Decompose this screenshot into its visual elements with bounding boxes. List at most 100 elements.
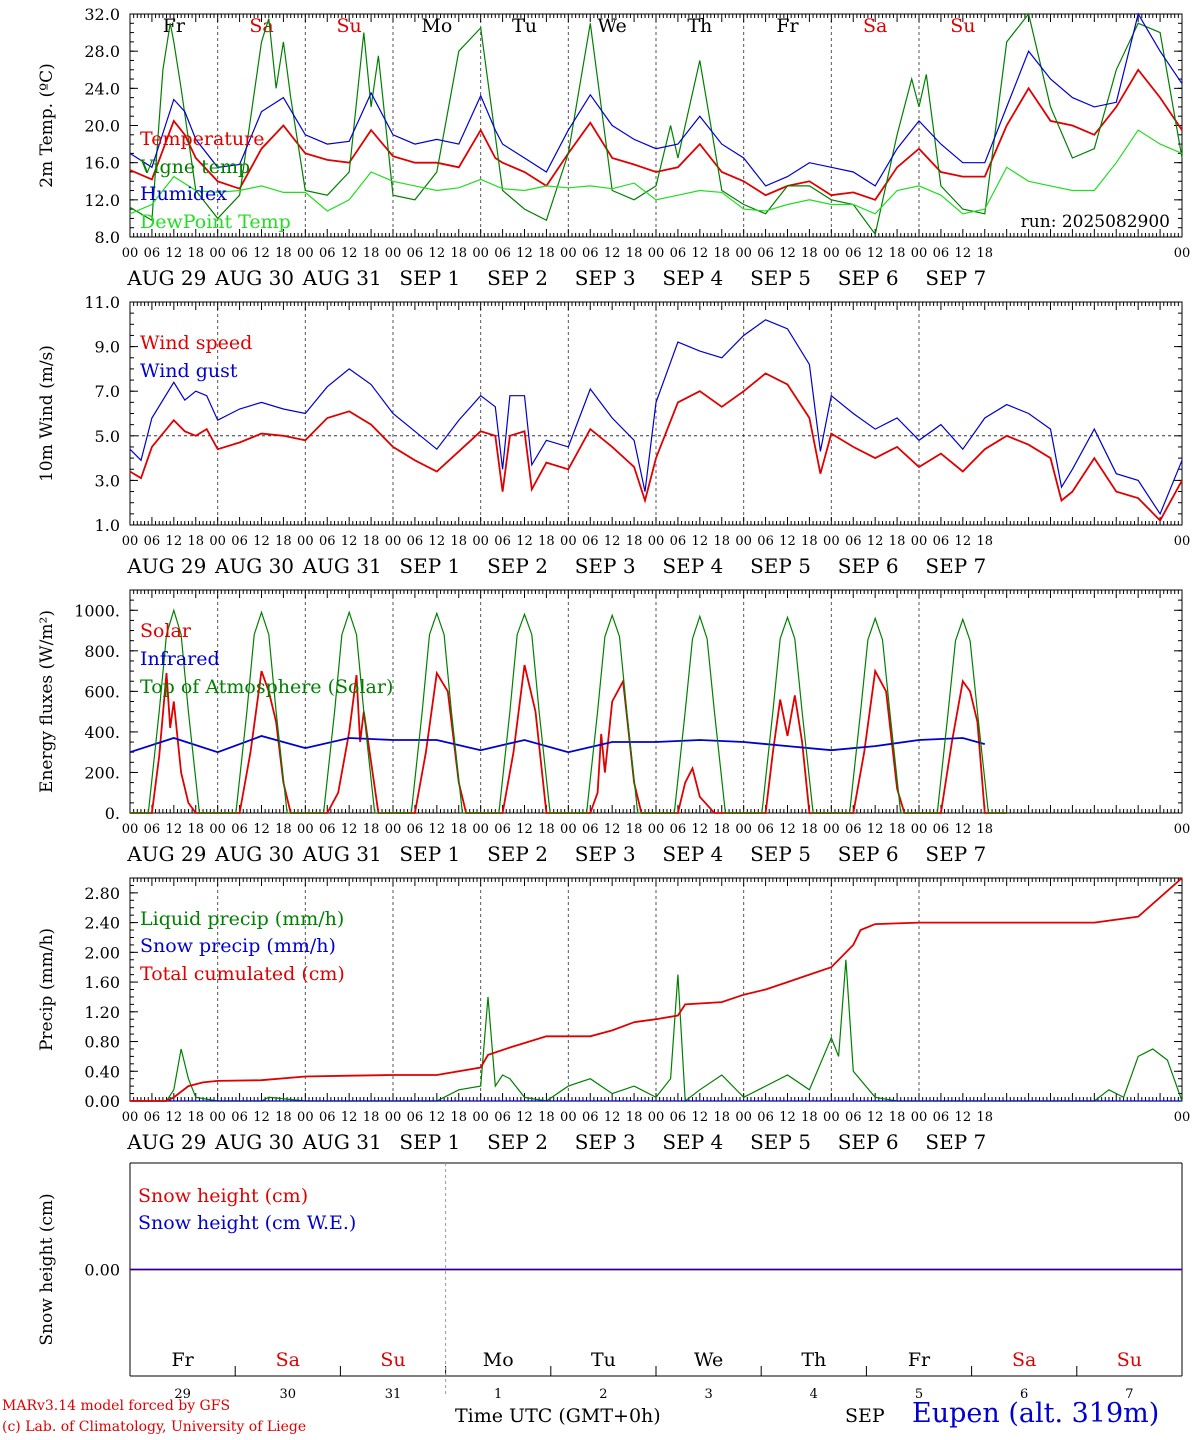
snow-weekday-label: We [694, 1349, 723, 1371]
x-hour-label: 00 [209, 534, 226, 549]
snow-weekday-label: Th [801, 1349, 826, 1371]
x-hour-label: 00 [823, 534, 840, 549]
x-hour-label: 00 [648, 246, 665, 261]
x-hour-label: 06 [757, 1110, 774, 1125]
legend-snow-0: Snow height (cm) [138, 1185, 308, 1207]
x-date-label: SEP 7 [925, 1130, 986, 1154]
x-hour-label: 00 [735, 822, 752, 837]
x-hour-label: 12 [516, 1110, 533, 1125]
y-tick-label: 20.0 [84, 117, 120, 136]
x-date-label: SEP 1 [399, 266, 460, 290]
x-hour-label: 18 [363, 822, 380, 837]
x-hour-label: 00 [1174, 822, 1191, 837]
x-date-label: SEP 7 [925, 266, 986, 290]
series-line-wind-1 [129, 319, 1183, 516]
x-hour-label: 00 [735, 1110, 752, 1125]
legend-precip-1: Snow precip (mm/h) [140, 935, 336, 957]
snow-day-number: 7 [1125, 1387, 1133, 1402]
snow-day-number: 2 [599, 1387, 607, 1402]
x-hour-label: 00 [648, 534, 665, 549]
legend-precip-2: Total cumulated (cm) [140, 963, 345, 985]
x-hour-label: 12 [867, 534, 884, 549]
x-date-label: SEP 6 [838, 554, 899, 578]
x-hour-label: 06 [407, 822, 424, 837]
x-hour-label: 12 [166, 534, 183, 549]
snow-weekday-label: Fr [171, 1349, 194, 1371]
legend-precip-0: Liquid precip (mm/h) [140, 908, 344, 930]
y-tick-label: 0.00 [84, 1092, 120, 1111]
x-hour-label: 18 [450, 1110, 467, 1125]
weekday-label: We [598, 15, 627, 37]
x-hour-label: 18 [450, 246, 467, 261]
x-hour-label: 18 [713, 246, 730, 261]
legend-temp-3: DewPoint Temp [140, 211, 291, 233]
snow-day-number: 3 [704, 1387, 712, 1402]
x-date-label: SEP 2 [487, 1130, 548, 1154]
snow-day-number: 6 [1020, 1387, 1028, 1402]
x-hour-label: 18 [976, 822, 993, 837]
x-hour-label: 00 [911, 1110, 928, 1125]
y-tick-label: 28.0 [84, 42, 120, 61]
x-hour-label: 06 [582, 822, 599, 837]
x-hour-label: 12 [692, 1110, 709, 1125]
x-hour-label: 12 [341, 246, 358, 261]
x-hour-label: 18 [889, 822, 906, 837]
x-date-label: SEP 1 [399, 554, 460, 578]
y-tick-label: 1000. [74, 601, 120, 620]
x-date-label: SEP 3 [575, 1130, 636, 1154]
x-hour-label: 06 [231, 1110, 248, 1125]
x-hour-label: 00 [385, 534, 402, 549]
x-hour-label: 06 [144, 534, 161, 549]
x-hour-label: 12 [692, 822, 709, 837]
legend-temp-0: Temperature [140, 128, 264, 150]
x-hour-label: 06 [757, 534, 774, 549]
y-axis-label: 10m Wind (m/s) [37, 345, 57, 482]
snow-day-number: 4 [810, 1387, 818, 1402]
location-label: Eupen (alt. 319m) [912, 1398, 1160, 1429]
x-hour-label: 00 [911, 246, 928, 261]
x-hour-label: 18 [450, 534, 467, 549]
panel-frame-temp [129, 13, 1183, 238]
series-line-temp-1 [129, 12, 1183, 236]
y-tick-label: 11.0 [84, 293, 120, 312]
x-hour-label: 18 [626, 822, 643, 837]
y-tick-label: 2.80 [84, 884, 120, 903]
x-hour-label: 06 [933, 1110, 950, 1125]
y-tick-label: 1.60 [84, 973, 120, 992]
x-date-label: AUG 29 [126, 554, 206, 578]
x-date-label: SEP 4 [662, 842, 723, 866]
legend-temp-1: Vigne temp [139, 156, 250, 178]
x-hour-label: 00 [823, 822, 840, 837]
run-label: run: 2025082900 [1021, 212, 1170, 232]
x-hour-label: 18 [889, 1110, 906, 1125]
x-hour-label: 12 [253, 534, 270, 549]
x-hour-label: 06 [144, 246, 161, 261]
x-hour-label: 18 [801, 1110, 818, 1125]
x-hour-label: 18 [363, 246, 380, 261]
x-hour-label: 00 [560, 246, 577, 261]
y-tick-label: 12.0 [84, 191, 120, 210]
y-tick-label: 0.00 [84, 1261, 120, 1280]
x-hour-label: 18 [275, 246, 292, 261]
panel-frame-wind [129, 301, 1183, 526]
y-tick-label: 16.0 [84, 154, 120, 173]
x-hour-label: 06 [845, 1110, 862, 1125]
x-hour-label: 06 [845, 246, 862, 261]
x-hour-label: 12 [429, 534, 446, 549]
x-hour-label: 18 [976, 534, 993, 549]
y-tick-label: 24.0 [84, 79, 120, 98]
x-date-label: SEP 7 [925, 842, 986, 866]
x-hour-label: 12 [341, 1110, 358, 1125]
x-hour-label: 12 [166, 822, 183, 837]
weekday-label: Su [950, 15, 975, 37]
x-hour-label: 06 [231, 534, 248, 549]
y-tick-label: 3.0 [95, 471, 120, 490]
x-hour-label: 00 [823, 1110, 840, 1125]
x-date-label: AUG 30 [214, 266, 294, 290]
x-hour-label: 06 [319, 822, 336, 837]
x-hour-label: 06 [494, 1110, 511, 1125]
series-line-temp-0 [129, 68, 1183, 201]
x-hour-label: 06 [670, 534, 687, 549]
x-hour-label: 00 [560, 534, 577, 549]
weekday-label: Tu [512, 15, 537, 37]
